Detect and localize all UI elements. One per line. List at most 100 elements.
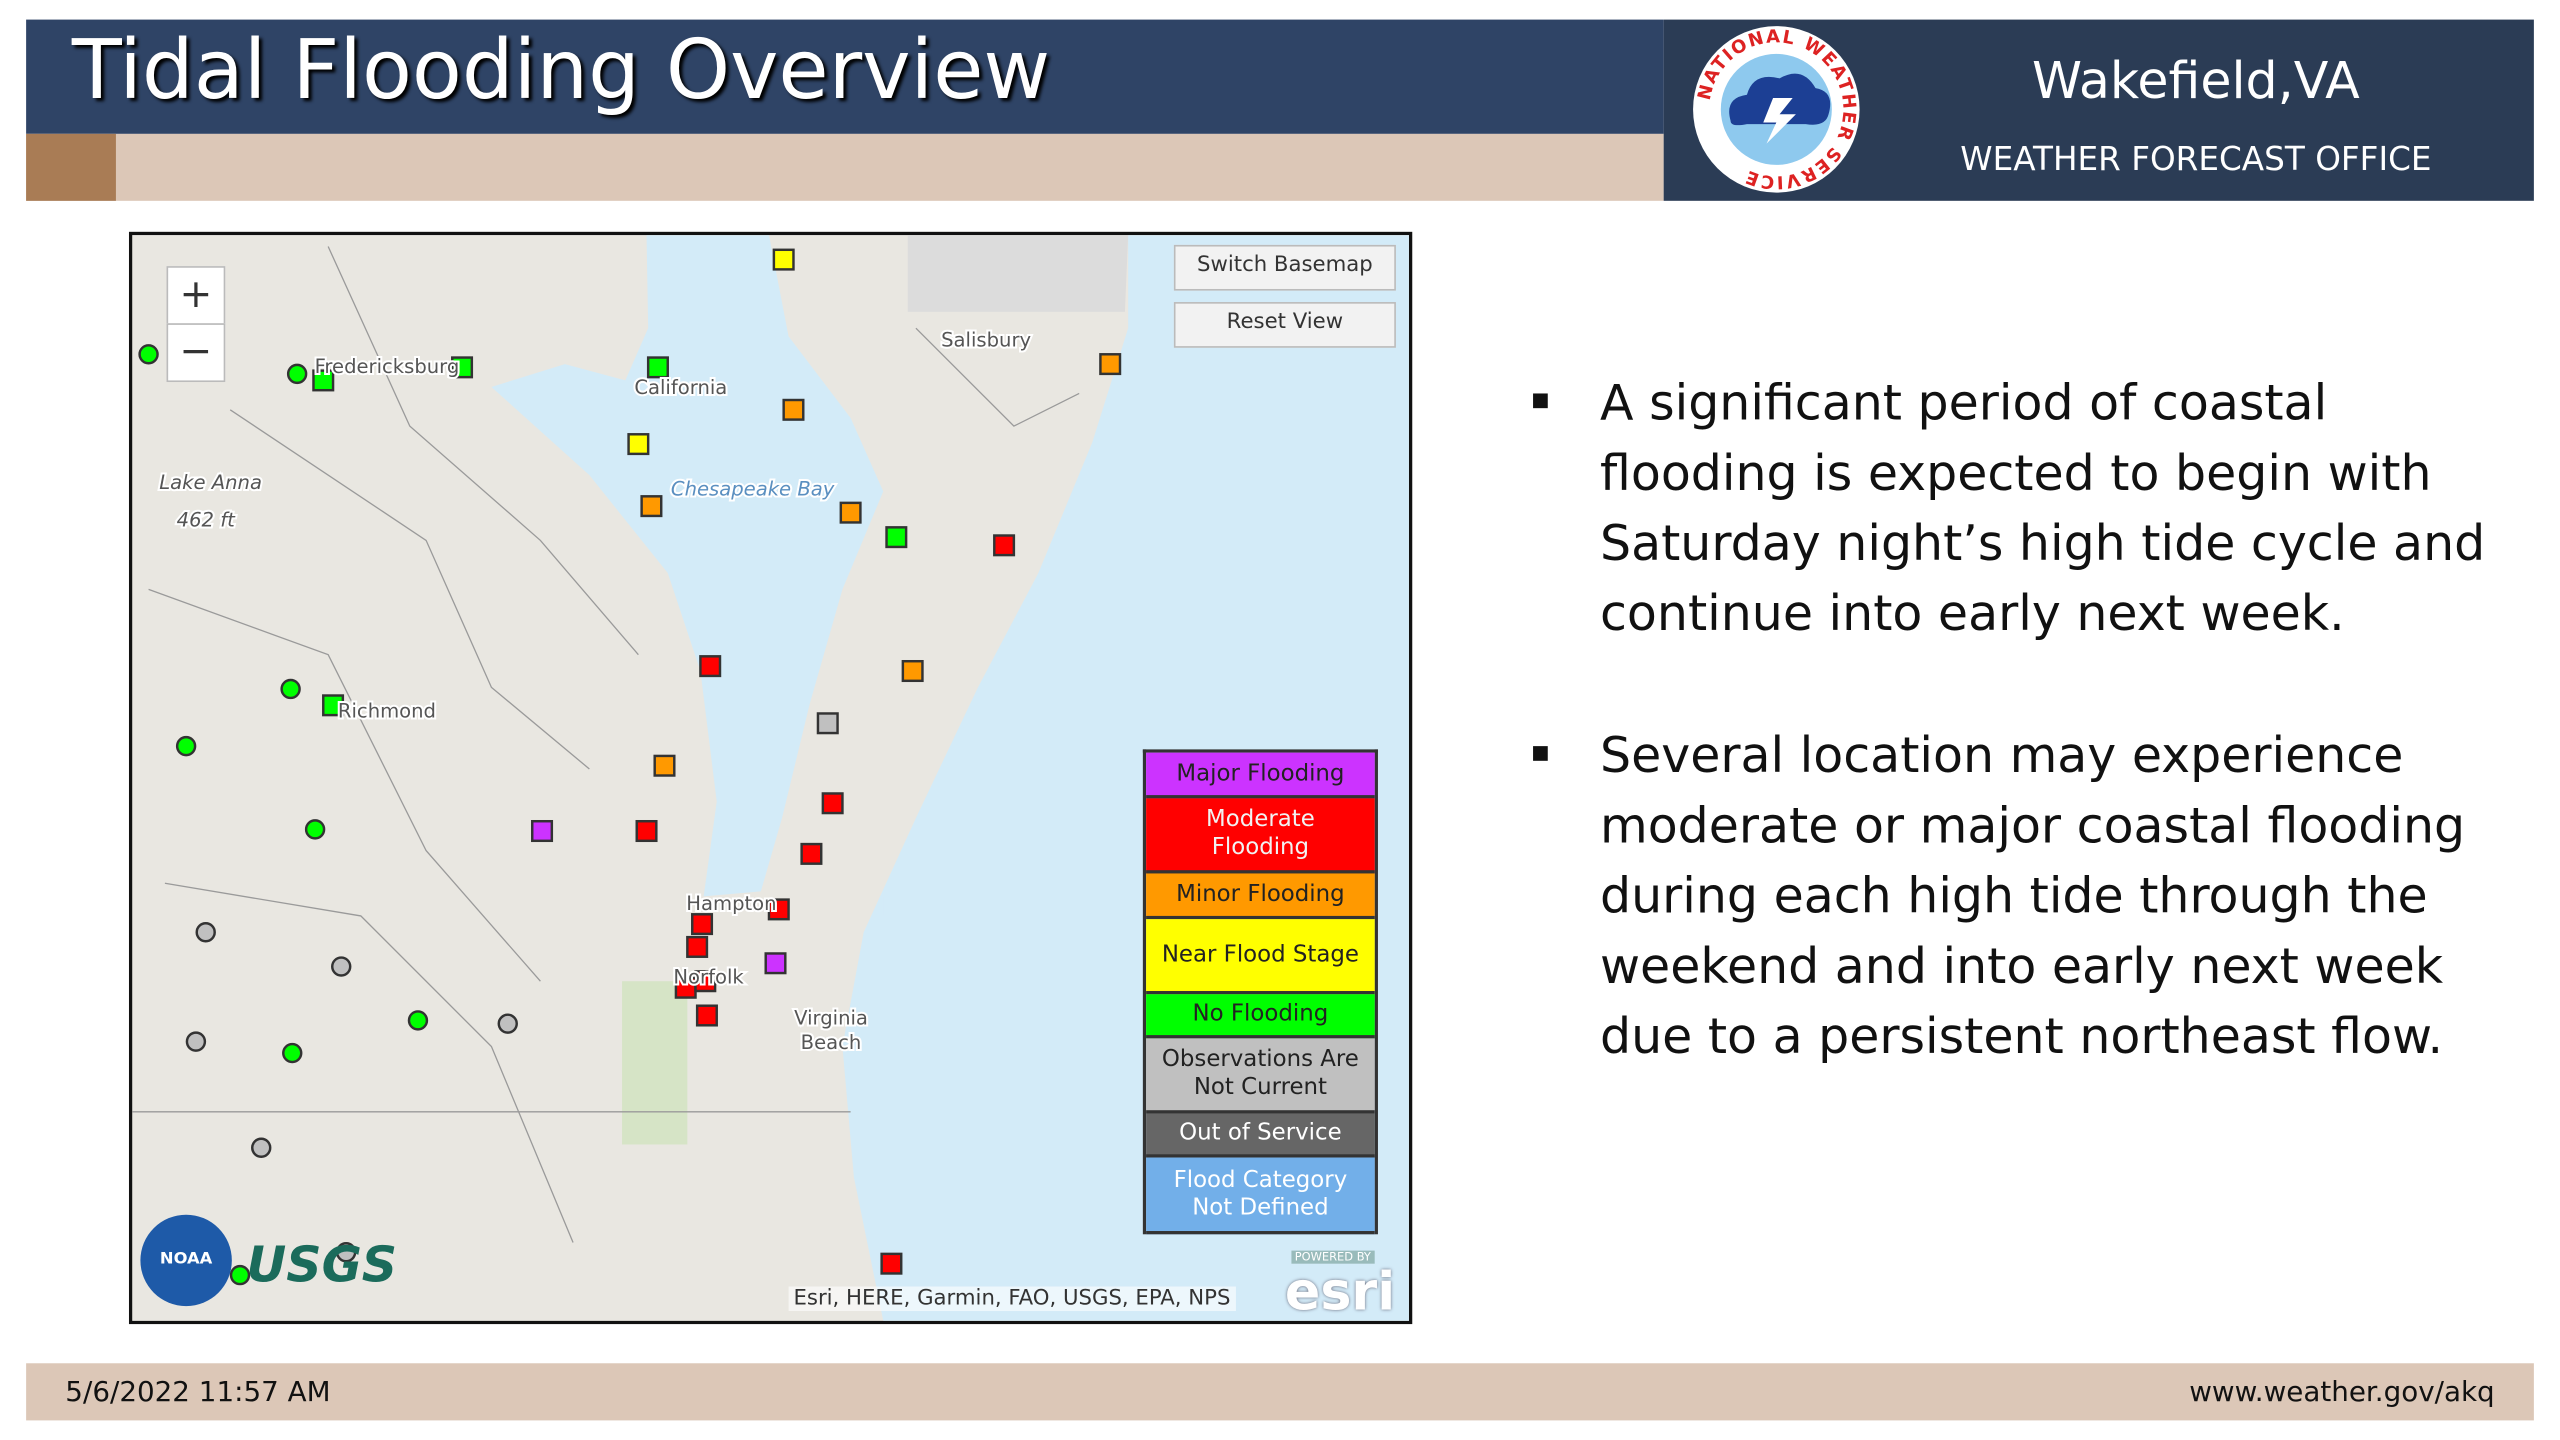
- gauge-marker: [185, 1031, 207, 1052]
- county-line: [229, 409, 590, 770]
- boundaries: [132, 246, 1080, 1243]
- gauge-marker: [901, 659, 924, 683]
- gauge-marker: [699, 655, 722, 678]
- gauge-marker: [821, 792, 844, 815]
- legend-entry: Moderate Flooding: [1146, 798, 1375, 874]
- header-accent: [26, 133, 116, 201]
- zoom-in[interactable]: +: [166, 266, 226, 325]
- map-label: Fredericksburg: [315, 355, 460, 378]
- switch-basemap[interactable]: Switch Basemap: [1173, 244, 1396, 291]
- office-name: Wakefield,VA: [2032, 52, 2360, 112]
- legend-entry: Observations Are Not Current: [1146, 1038, 1375, 1114]
- gauge-marker: [800, 842, 823, 865]
- footer-bar: [26, 1363, 2534, 1421]
- gauge-marker: [646, 356, 669, 379]
- gauge-marker: [653, 754, 676, 777]
- reset-view[interactable]: Reset View: [1173, 302, 1396, 348]
- gauge-marker: [767, 898, 790, 921]
- gauge-marker: [138, 344, 159, 365]
- gauge-marker: [312, 369, 335, 392]
- gauge-marker: [407, 1010, 429, 1031]
- gauge-marker: [880, 1252, 903, 1275]
- bullet: Several location may experience moderate …: [1600, 722, 2465, 1073]
- land-shade: [907, 235, 1129, 312]
- bullet-line: Several location may experience: [1599, 728, 2404, 786]
- map[interactable]: Salisbury California Chesapeake Bay Frederi…: [128, 231, 1413, 1325]
- bullet-line: A significant period of coastal: [1599, 375, 2328, 433]
- gauge-marker: [686, 935, 709, 958]
- esri-caption: POWERED BY: [1291, 1250, 1375, 1264]
- nws-logo: NATIONAL WEATHER SERVICE: [1693, 26, 1860, 193]
- bullet-line: weekend and into early next week: [1599, 938, 2444, 996]
- map-label: Virginia: [794, 1006, 868, 1029]
- gauge-markers: [138, 248, 1122, 1286]
- map-label: Norfolk: [673, 965, 744, 988]
- gauge-marker: [885, 526, 908, 549]
- legend-entry: Out of Service: [1146, 1113, 1375, 1158]
- county-line: [915, 327, 1080, 427]
- legend-entry: Near Flood Stage: [1146, 919, 1375, 995]
- footer-date: 5/6/2022 11:57 AM: [65, 1376, 331, 1409]
- legend-entry: No Flooding: [1146, 994, 1375, 1039]
- map-label: Beach: [801, 1031, 862, 1054]
- gauge-marker: [694, 970, 717, 993]
- gauge-marker: [451, 356, 474, 379]
- header-bar: [26, 19, 1664, 134]
- map-label: Richmond: [338, 699, 436, 722]
- attribution: Esri, HERE, Garmin, FAO, USGS, EPA, NPS: [788, 1286, 1236, 1312]
- map-label: California: [634, 376, 727, 399]
- gauge-marker: [993, 534, 1016, 557]
- gauge-marker: [1099, 353, 1122, 376]
- gauge-marker: [304, 819, 326, 840]
- bullet-line: moderate or major coastal flooding: [1599, 798, 2466, 856]
- map-label: Chesapeake Bay: [671, 477, 835, 500]
- gauge-marker: [816, 712, 839, 735]
- gauge-marker: [331, 956, 352, 977]
- legend: Major Flooding Moderate Flooding Minor Flo…: [1142, 749, 1378, 1235]
- park: [622, 981, 688, 1145]
- zoom-out[interactable]: −: [166, 323, 226, 383]
- gauge-marker: [772, 248, 795, 271]
- county-line: [327, 246, 639, 656]
- water: [883, 896, 982, 916]
- gauge-marker: [627, 433, 650, 456]
- bullet-line: continue into early next week.: [1599, 586, 2345, 644]
- bullet-line: flooding is expected to begin with: [1599, 445, 2432, 503]
- logo-bolt: [1763, 97, 1796, 144]
- bullet-line: during each high tide through the: [1599, 868, 2428, 926]
- county-line: [148, 588, 541, 982]
- legend-entry: Flood Category Not Defined: [1146, 1157, 1375, 1235]
- bullet: A significant period of coastal flooding …: [1600, 369, 2485, 650]
- map-label: Hampton: [686, 892, 776, 915]
- gauge-marker: [335, 1242, 357, 1263]
- esri-logo: esri: [1284, 1260, 1396, 1323]
- usgs-logo: USGS: [246, 1237, 398, 1295]
- gauge-marker: [764, 952, 787, 975]
- office-type: WEATHER FORECAST OFFICE: [1960, 138, 2432, 178]
- gauge-marker: [229, 1264, 251, 1286]
- gauge-marker: [635, 819, 658, 843]
- legend-entry: Minor Flooding: [1146, 873, 1375, 920]
- gauge-marker: [251, 1137, 272, 1158]
- noaa-logo: NOAA: [140, 1214, 232, 1307]
- map-label: Lake Anna: [159, 471, 262, 494]
- gauge-marker: [322, 694, 345, 717]
- gauge-marker: [497, 1013, 518, 1034]
- bullet-marker: [1533, 746, 1548, 761]
- gauge-marker: [282, 1042, 303, 1064]
- map-label: Salisbury: [941, 329, 1031, 352]
- gauge-marker: [640, 495, 663, 518]
- slide-title: Tidal Flooding Overview: [71, 22, 1051, 118]
- gauge-marker: [175, 735, 197, 757]
- gauge-marker: [782, 398, 805, 421]
- gauge-marker: [531, 819, 554, 843]
- bullet-marker: [1533, 393, 1548, 409]
- gauge-marker: [286, 363, 308, 385]
- gauge-marker: [691, 913, 714, 936]
- gauge-marker: [280, 678, 301, 700]
- gauge-marker: [695, 1004, 718, 1027]
- map-label: 462 ft: [177, 508, 236, 531]
- gauge-marker: [839, 501, 862, 524]
- bullet-line: Saturday night’s high tide cycle and: [1599, 515, 2486, 574]
